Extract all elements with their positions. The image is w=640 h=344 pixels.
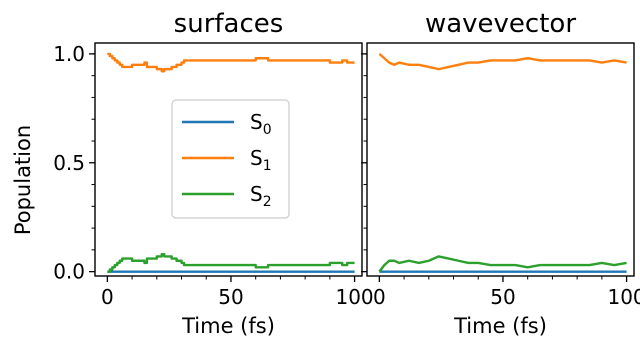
y-tick-label: 1.0 (53, 42, 85, 66)
legend-label: S0 (250, 110, 272, 138)
series-line-s2 (378, 255, 627, 273)
x-tick-label: 100 (335, 285, 373, 309)
legend-label-base: S (250, 110, 263, 134)
series-line-s2 (107, 253, 355, 273)
x-tick-label: 50 (490, 285, 515, 309)
legend-label-base: S (250, 146, 263, 170)
panel-wavevector: wavevector 0 50 100 Time (fs) (361, 9, 640, 338)
x-tick-label: 50 (218, 285, 243, 309)
y-tick-label: 0.0 (53, 260, 85, 284)
x-axis-label: Time (fs) (181, 314, 275, 338)
panel-title: wavevector (425, 9, 576, 39)
y-tick-label: 0.5 (53, 151, 85, 175)
series-line-s1 (378, 52, 627, 71)
series-line-s1 (107, 52, 355, 73)
axes-frame (94, 42, 363, 277)
legend-label: S2 (250, 182, 272, 210)
x-tick-label: 100 (607, 285, 640, 309)
x-tick-label: 0 (373, 285, 386, 309)
x-tick-label: 0 (101, 285, 114, 309)
legend-label: S1 (250, 146, 272, 174)
legend-label-sub: 2 (263, 194, 272, 210)
legend-label-sub: 0 (263, 122, 272, 138)
legend-label-sub: 1 (263, 158, 272, 174)
panel-title: surfaces (174, 9, 284, 39)
axes-frame (366, 42, 635, 277)
legend-label-base: S (250, 182, 263, 206)
y-axis-label: Population (11, 125, 35, 235)
panel-surfaces: surfaces 0 50 100 0.0 0.5 1.0 Time (fs) (53, 9, 373, 338)
x-axis-label: Time (fs) (453, 314, 547, 338)
